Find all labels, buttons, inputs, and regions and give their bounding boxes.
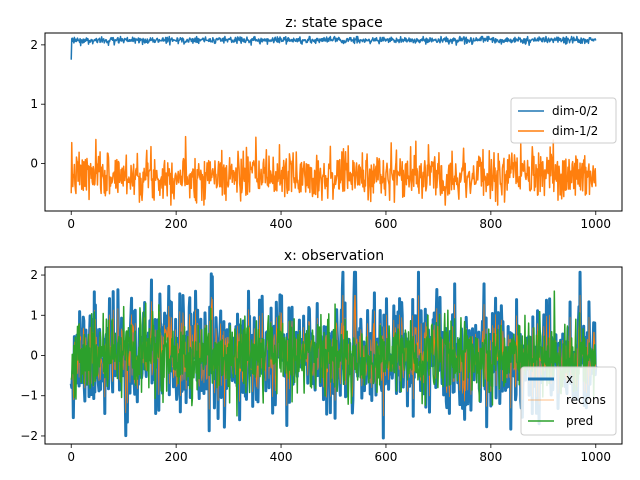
- x-tick-label: 200: [165, 217, 188, 231]
- legend-label-x: x: [566, 372, 573, 386]
- y-tick-label: −1: [20, 389, 38, 403]
- y-tick-label: 2: [30, 268, 38, 282]
- x-tick-label: 600: [375, 217, 398, 231]
- y-tick-label: 0: [30, 157, 38, 171]
- x-tick-label: 1000: [580, 450, 611, 464]
- x-tick-label: 600: [375, 450, 398, 464]
- chart-title: x: observation: [284, 248, 384, 264]
- legend: x recons pred: [520, 366, 617, 436]
- y-tick-label: 1: [30, 308, 38, 322]
- chart-state-space: z: state space 0 200 400 600 800 1000 0 1 2 dim-…: [30, 15, 623, 231]
- legend-box: [520, 366, 617, 436]
- y-tick-label: 1: [30, 97, 38, 111]
- legend-label-dim-0: dim-0/2: [552, 104, 598, 118]
- x-tick-label: 200: [165, 450, 188, 464]
- x-tick-label: 0: [67, 450, 75, 464]
- x-tick-label: 0: [67, 217, 75, 231]
- x-tick-label: 800: [479, 217, 502, 231]
- y-tick-label: 0: [30, 349, 38, 363]
- x-tick-label: 400: [270, 217, 293, 231]
- chart-observation: x: observation 0 200 400 600 800 1000−2−1012 …: [20, 248, 623, 464]
- series-line-dim-0-2: [70, 35, 597, 60]
- series-line-dim-1-2: [70, 135, 597, 206]
- y-tick-label: −2: [20, 429, 38, 443]
- legend: dim-0/2 dim-1/2: [510, 97, 617, 144]
- legend-label-pred: pred: [566, 414, 593, 428]
- series-line-pred: [70, 290, 597, 417]
- x-tick-label: 1000: [580, 217, 611, 231]
- x-tick-label: 400: [270, 450, 293, 464]
- legend-label-dim-1: dim-1/2: [552, 124, 598, 138]
- y-tick-label: 2: [30, 38, 38, 52]
- series-line-recons: [70, 294, 597, 417]
- plot-frame: [44, 32, 623, 212]
- x-tick-label: 800: [479, 450, 502, 464]
- chart-title: z: state space: [285, 15, 383, 31]
- legend-label-recons: recons: [566, 393, 606, 407]
